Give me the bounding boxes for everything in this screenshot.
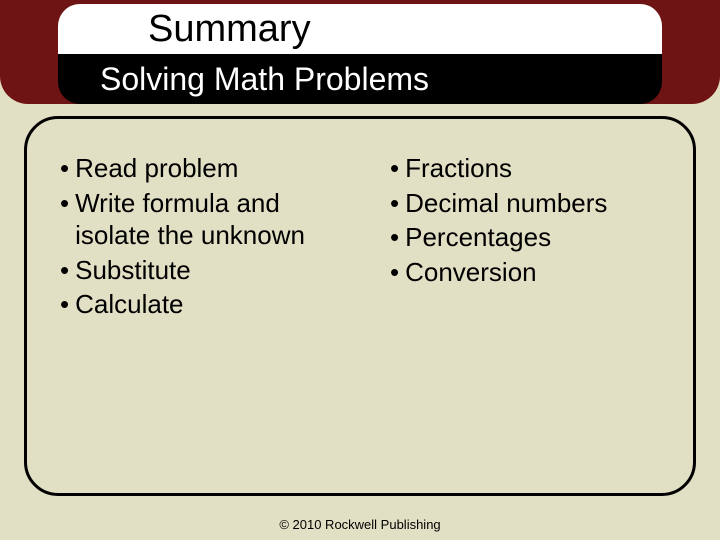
bullet-icon: • (390, 187, 405, 220)
bullet-icon: • (390, 152, 405, 185)
bullet-icon: • (60, 187, 75, 252)
bullet-icon: • (60, 288, 75, 321)
list-item: • Read problem (60, 152, 360, 185)
list-item: • Conversion (390, 256, 690, 289)
bullet-icon: • (60, 152, 75, 185)
bullet-icon: • (60, 254, 75, 287)
subtitle-text: Solving Math Problems (100, 61, 429, 98)
list-item: • Write formula and isolate the unknown (60, 187, 360, 252)
bullet-text: Write formula and isolate the unknown (75, 187, 360, 252)
bullet-text: Decimal numbers (405, 187, 690, 220)
bullet-text: Conversion (405, 256, 690, 289)
list-item: • Fractions (390, 152, 690, 185)
bullet-columns: • Read problem • Write formula and isola… (60, 152, 690, 323)
title-text: Summary (148, 8, 311, 51)
footer-copyright: © 2010 Rockwell Publishing (0, 517, 720, 532)
bullet-icon: • (390, 256, 405, 289)
bullet-text: Substitute (75, 254, 360, 287)
bullet-icon: • (390, 221, 405, 254)
bullet-text: Read problem (75, 152, 360, 185)
footer-text: © 2010 Rockwell Publishing (279, 517, 440, 532)
slide-title: Summary (58, 4, 662, 54)
list-item: • Percentages (390, 221, 690, 254)
bullet-text: Calculate (75, 288, 360, 321)
list-item: • Calculate (60, 288, 360, 321)
list-item: • Substitute (60, 254, 360, 287)
bullet-text: Fractions (405, 152, 690, 185)
right-column: • Fractions • Decimal numbers • Percenta… (390, 152, 690, 323)
slide-subtitle: Solving Math Problems (58, 54, 662, 104)
bullet-text: Percentages (405, 221, 690, 254)
left-column: • Read problem • Write formula and isola… (60, 152, 360, 323)
list-item: • Decimal numbers (390, 187, 690, 220)
